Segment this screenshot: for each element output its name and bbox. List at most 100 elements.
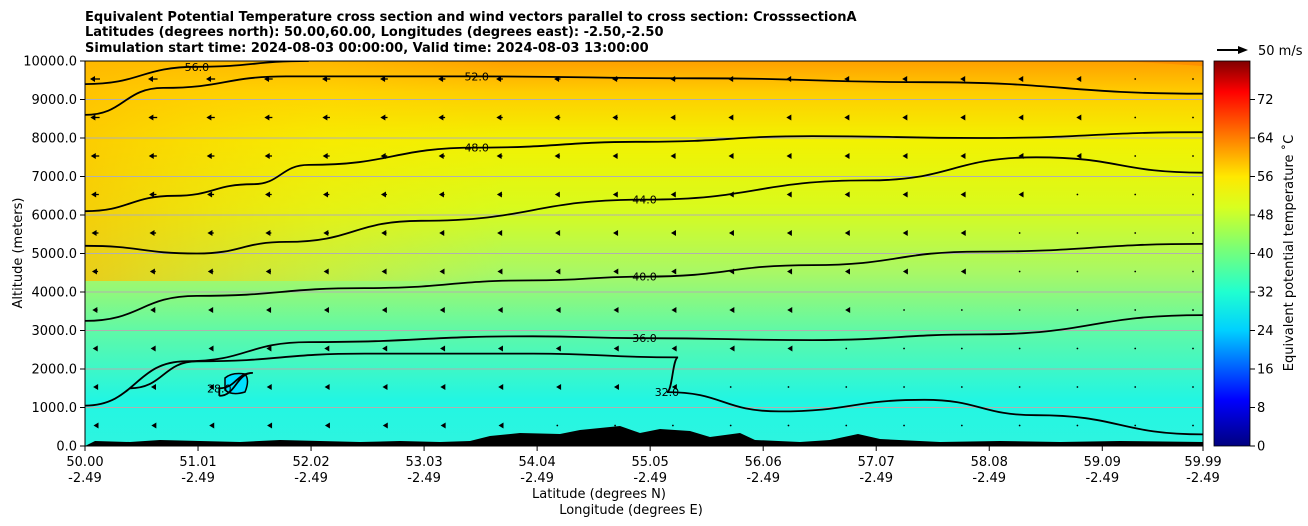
wind-vector — [1018, 153, 1024, 159]
x-tick-label-lon: -2.49 — [972, 471, 1006, 486]
wind-vector — [671, 307, 677, 313]
wind-vector — [381, 230, 387, 236]
wind-vector — [382, 345, 388, 352]
x-tick-label-lon: -2.49 — [746, 471, 780, 486]
wind-vector — [208, 345, 214, 352]
wind-vector — [1018, 347, 1021, 350]
wind-vector — [1134, 193, 1137, 196]
wind-vector — [207, 268, 214, 275]
wind-key-arrow — [1217, 46, 1248, 54]
wind-vector — [438, 76, 446, 82]
wind-vector — [148, 153, 157, 159]
wind-vector — [786, 114, 792, 121]
wind-vector — [844, 230, 850, 236]
contour-40.0 — [85, 243, 1203, 322]
wind-vector — [206, 153, 215, 159]
wind-vector — [844, 268, 850, 275]
contour-label: 40.0 — [632, 271, 657, 284]
contour-48.0 — [85, 131, 1203, 213]
wind-vector — [902, 268, 908, 275]
wind-vector — [1076, 309, 1079, 311]
wind-vector — [1192, 347, 1194, 350]
wind-vector — [439, 230, 445, 236]
colorbar-tick-label: 0 — [1257, 440, 1265, 455]
wind-vector — [728, 191, 734, 198]
wind-key-label: 50 m/s — [1258, 44, 1303, 59]
wind-vector — [728, 230, 734, 236]
wind-vector — [960, 230, 966, 236]
x-tick-label-lon: -2.49 — [181, 471, 215, 486]
wind-vector — [1134, 78, 1137, 80]
wind-vector — [613, 345, 619, 352]
wind-vector — [1192, 232, 1194, 234]
wind-vector — [1018, 191, 1024, 198]
wind-vector — [209, 422, 215, 429]
x-tick-label-lon: -2.49 — [633, 471, 667, 486]
y-tick-label: 4000.0 — [32, 286, 78, 301]
wind-vector — [1192, 193, 1194, 196]
colorbar-tick-label: 40 — [1257, 247, 1274, 262]
contour-label: 32.0 — [655, 386, 680, 399]
wind-vector — [1134, 347, 1137, 350]
x-axis-label: Latitude (degrees N) — [532, 487, 666, 502]
wind-vector — [266, 384, 272, 390]
colorbar-tick-label: 72 — [1257, 93, 1274, 108]
wind-vector — [264, 153, 273, 159]
wind-vector — [786, 191, 792, 198]
wind-vector — [902, 191, 908, 198]
wind-vector — [323, 307, 329, 313]
wind-vector — [322, 114, 330, 121]
wind-vector — [1076, 114, 1082, 121]
wind-vector — [902, 230, 908, 236]
wind-vector — [323, 268, 329, 275]
wind-vector — [960, 268, 966, 275]
wind-vector — [1076, 232, 1079, 234]
wind-vector — [381, 268, 387, 275]
chart-title-line-3: Simulation start time: 2024-08-03 00:00:… — [85, 41, 649, 56]
wind-vector — [670, 114, 676, 121]
y-tick-label: 9000.0 — [32, 93, 78, 108]
wind-vector — [151, 422, 157, 429]
wind-vector — [149, 191, 157, 198]
wind-vector — [671, 424, 674, 427]
wind-vector — [960, 309, 963, 311]
wind-vector — [729, 386, 732, 388]
wind-vector — [786, 153, 792, 159]
wind-vector — [439, 307, 445, 313]
wind-vector — [438, 153, 445, 159]
wind-vector — [786, 230, 792, 236]
wind-vector — [1192, 116, 1194, 119]
y-tick-label: 5000.0 — [32, 247, 78, 262]
wind-vector — [960, 114, 966, 121]
colorbar-tick-label: 48 — [1257, 209, 1274, 224]
wind-vector — [149, 268, 156, 275]
wind-vector — [1076, 347, 1079, 350]
wind-vector — [844, 114, 850, 121]
wind-vector — [1192, 155, 1194, 157]
contour-label: 48.0 — [464, 142, 489, 155]
wind-vector — [845, 424, 848, 427]
wind-vector — [1076, 424, 1079, 427]
colorbar-ticks: 0 8 16 24 32 40 48 56 64 72 — [1250, 93, 1274, 455]
contour-56.0 — [85, 61, 309, 85]
wind-vector — [265, 268, 272, 275]
wind-vector — [208, 384, 214, 390]
wind-vector — [149, 230, 157, 236]
wind-vector — [729, 268, 735, 275]
x-tick-label-lat: 52.02 — [292, 455, 329, 470]
x-tick-label-lon: -2.49 — [1186, 471, 1220, 486]
wind-vector — [787, 424, 790, 427]
x-tick-label-lon: -2.49 — [1085, 471, 1119, 486]
wind-vector — [440, 422, 446, 429]
x-axis-ticks: 50.00-2.4951.01-2.4952.02-2.4953.03-2.49… — [66, 446, 1222, 486]
terrain — [85, 426, 1203, 446]
wind-vector — [960, 153, 966, 159]
wind-vector — [323, 230, 329, 236]
wind-vector — [844, 191, 850, 198]
wind-vector — [1018, 76, 1024, 82]
wind-vector — [207, 230, 214, 236]
wind-vector — [786, 76, 792, 82]
colorbar — [1213, 60, 1251, 447]
wind-vector — [148, 114, 158, 121]
x-tick-label-lon: -2.49 — [520, 471, 554, 486]
